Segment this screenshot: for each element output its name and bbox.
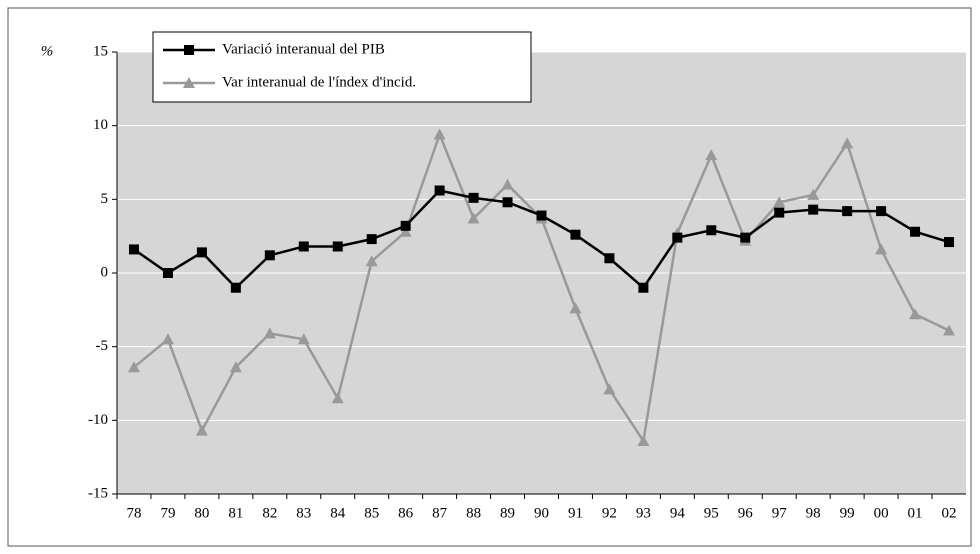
x-tick-label: 92 <box>602 505 617 521</box>
marker <box>807 188 820 200</box>
y-tick-label: -5 <box>96 338 109 354</box>
marker <box>183 77 195 88</box>
x-tick-label: 91 <box>568 505 583 521</box>
x-tick-label: 84 <box>330 505 346 521</box>
marker <box>876 206 887 217</box>
marker <box>536 210 547 221</box>
marker <box>943 324 956 336</box>
marker <box>774 207 785 218</box>
marker <box>399 225 412 237</box>
x-tick-label: 89 <box>500 505 515 521</box>
marker <box>502 197 513 208</box>
marker <box>569 302 582 314</box>
marker <box>196 247 207 258</box>
marker <box>128 244 139 255</box>
x-tick-label: 83 <box>296 505 311 521</box>
marker <box>808 204 819 215</box>
x-tick-label: 97 <box>772 505 788 521</box>
marker <box>365 255 378 267</box>
marker <box>468 192 479 203</box>
x-tick-label: 90 <box>534 505 549 521</box>
marker <box>841 137 854 149</box>
marker <box>298 241 309 252</box>
y-tick-label: 5 <box>101 191 109 207</box>
y-axis-label: % <box>41 43 54 59</box>
x-tick-label: 00 <box>874 505 889 521</box>
marker <box>331 392 344 404</box>
x-tick-label: 01 <box>908 505 923 521</box>
marker <box>162 268 173 278</box>
x-tick-label: 86 <box>398 505 414 521</box>
x-tick-label: 80 <box>194 505 209 521</box>
marker <box>570 229 581 240</box>
marker <box>604 253 615 264</box>
marker <box>297 333 310 345</box>
x-tick-label: 99 <box>840 505 855 521</box>
marker <box>638 282 649 293</box>
marker <box>433 128 446 140</box>
x-tick-label: 87 <box>432 505 448 521</box>
marker <box>910 226 921 237</box>
marker <box>161 333 174 345</box>
y-tick-label: -15 <box>88 485 108 501</box>
x-tick-label: 82 <box>262 505 277 521</box>
marker <box>875 243 888 255</box>
x-tick-label: 96 <box>738 505 754 521</box>
x-tick-label: 02 <box>942 505 957 521</box>
marker <box>127 361 140 373</box>
marker <box>637 434 650 446</box>
marker <box>842 206 853 217</box>
x-tick-label: 88 <box>466 505 481 521</box>
marker <box>501 178 514 190</box>
x-tick-label: 94 <box>670 505 686 521</box>
marker <box>184 45 194 55</box>
y-tick-label: 0 <box>101 264 109 280</box>
marker <box>740 232 751 243</box>
x-tick-label: 98 <box>806 505 821 521</box>
y-tick-label: 10 <box>93 117 108 133</box>
marker <box>195 424 208 436</box>
marker <box>332 241 343 252</box>
marker <box>603 383 616 395</box>
marker <box>230 282 241 293</box>
marker <box>400 220 411 231</box>
x-tick-label: 79 <box>160 505 175 521</box>
marker <box>672 232 683 243</box>
legend-box <box>152 31 532 103</box>
marker <box>467 212 480 224</box>
x-tick-label: 93 <box>636 505 651 521</box>
marker <box>705 149 718 161</box>
marker <box>229 361 242 373</box>
marker <box>263 327 276 339</box>
legend-label: Var interanual de l'índex d'incid. <box>222 74 416 90</box>
marker <box>773 196 786 208</box>
marker <box>944 237 955 248</box>
marker <box>706 225 717 236</box>
marker <box>909 308 922 320</box>
marker <box>264 250 275 261</box>
legend-label: Variació interanual del PIB <box>222 41 385 57</box>
x-tick-label: 95 <box>704 505 719 521</box>
marker <box>366 234 377 245</box>
x-tick-label: 85 <box>364 505 379 521</box>
marker <box>434 185 445 196</box>
y-tick-label: -10 <box>88 412 108 428</box>
y-tick-label: 15 <box>93 43 108 59</box>
x-tick-label: 78 <box>126 505 141 521</box>
x-tick-label: 81 <box>228 505 243 521</box>
legend: Variació interanual del PIB Var interanua… <box>152 31 532 103</box>
